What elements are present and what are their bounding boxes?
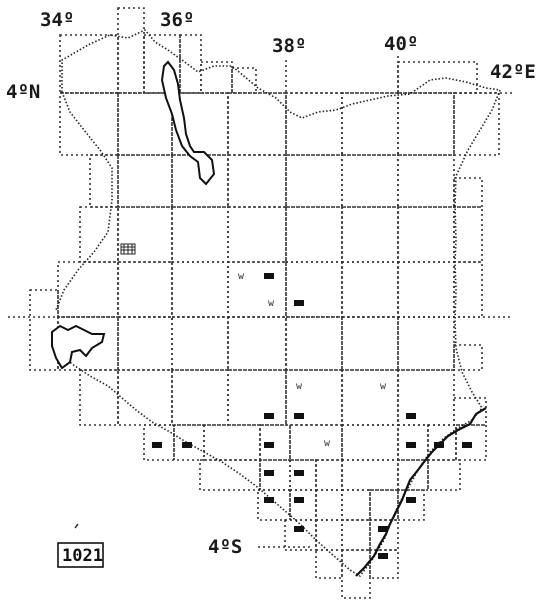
longitude-label-36: 36º	[160, 9, 194, 31]
record-marker	[378, 553, 388, 559]
hatched-marker	[120, 243, 136, 255]
latitude-label-4n: 4ºN	[6, 81, 40, 103]
w-marker: w	[238, 271, 245, 282]
longitude-label-34: 34º	[40, 9, 74, 31]
country-border	[54, 29, 501, 578]
coastline	[355, 407, 487, 577]
record-marker	[264, 470, 274, 476]
lake-turkana	[160, 60, 216, 186]
record-marker	[152, 442, 162, 448]
record-marker	[294, 470, 304, 476]
w-marker: w	[296, 381, 303, 392]
record-marker	[378, 526, 388, 532]
w-marker: w	[380, 381, 387, 392]
record-marker	[264, 442, 274, 448]
record-marker	[406, 442, 416, 448]
record-marker	[182, 442, 192, 448]
w-markers: w w w w w	[238, 271, 387, 449]
record-marker	[294, 526, 304, 532]
dotted-grid	[29, 7, 500, 599]
record-markers	[152, 273, 472, 559]
longitude-label-40: 40º	[384, 33, 418, 55]
record-marker	[294, 413, 304, 419]
figure-id-text: 1021	[62, 546, 103, 566]
figure-id-box: 1021	[57, 542, 104, 568]
record-marker	[264, 413, 274, 419]
graticule-lines	[8, 56, 512, 548]
record-marker	[434, 442, 444, 448]
record-marker	[264, 497, 274, 503]
latitude-label-4s: 4ºS	[208, 536, 242, 558]
record-marker	[294, 497, 304, 503]
record-marker	[462, 442, 472, 448]
lake-victoria	[51, 324, 106, 370]
longitude-label-38: 38º	[272, 35, 306, 57]
pen-tick	[74, 523, 79, 529]
record-marker	[406, 413, 416, 419]
longitude-label-42: 42ºE	[490, 61, 536, 83]
longitude-labels: 34º 36º 38º 40º 42ºE	[40, 9, 536, 83]
w-marker: w	[268, 298, 275, 309]
latitude-labels: 4ºN 4ºS	[6, 81, 242, 558]
w-marker: w	[324, 438, 331, 449]
record-marker	[294, 300, 304, 306]
record-marker	[264, 273, 274, 279]
record-marker	[406, 497, 416, 503]
